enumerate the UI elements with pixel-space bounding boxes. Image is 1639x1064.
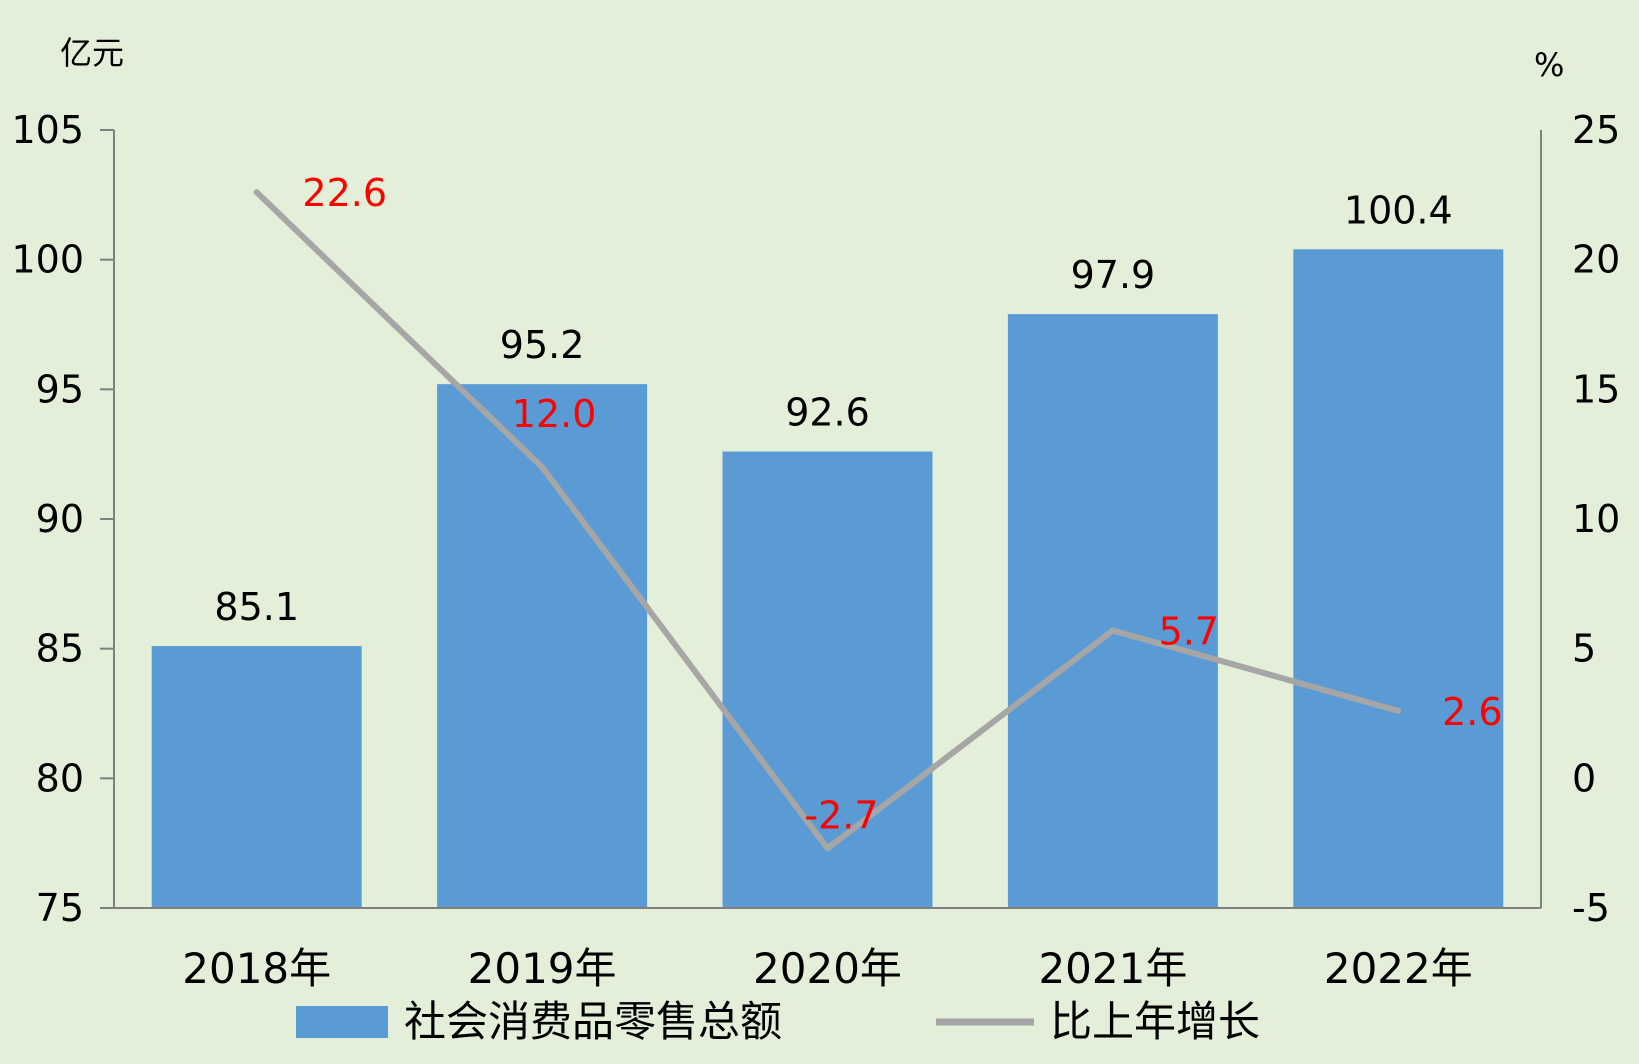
left-axis-ticks: 105 100 95 90 85 80 75 <box>11 108 114 930</box>
growth-point <box>1109 627 1116 634</box>
left-tick-label: 75 <box>36 886 84 930</box>
line-value-label: 2.6 <box>1442 690 1502 734</box>
left-tick-label: 95 <box>36 367 84 411</box>
line-value-label: 5.7 <box>1159 610 1219 654</box>
growth-line-group <box>253 189 1402 852</box>
growth-point <box>253 189 260 196</box>
left-tick-label: 105 <box>11 108 84 152</box>
legend: 社会消费品零售总额 比上年增长 <box>296 997 1260 1046</box>
right-tick-label: 20 <box>1572 238 1620 282</box>
category-label: 2019年 <box>468 944 617 993</box>
left-axis-unit: 亿元 <box>60 34 124 72</box>
legend-bar-swatch <box>296 1006 388 1038</box>
bar-2021年 <box>1007 314 1218 908</box>
bar-2020年 <box>722 451 933 908</box>
bar-value-label: 95.2 <box>500 323 585 367</box>
legend-line-label: 比上年增长 <box>1050 997 1260 1046</box>
bar-2018年 <box>151 646 362 908</box>
right-tick-label: 15 <box>1572 367 1620 411</box>
right-tick-label: 0 <box>1572 756 1596 800</box>
right-axis-ticks: 25 20 15 10 5 0 -5 <box>1572 108 1620 930</box>
category-label: 2018年 <box>182 944 331 993</box>
left-tick-label: 80 <box>36 756 84 800</box>
bar-value-label: 97.9 <box>1071 253 1156 297</box>
category-label: 2020年 <box>753 944 902 993</box>
right-tick-label: 5 <box>1572 627 1596 671</box>
line-value-label: 12.0 <box>512 392 597 436</box>
line-value-labels: 22.6 12.0 -2.7 5.7 2.6 <box>302 171 1502 837</box>
line-value-label: 22.6 <box>302 171 387 215</box>
legend-bar-label: 社会消费品零售总额 <box>404 997 782 1046</box>
bar-value-label: 92.6 <box>785 391 870 435</box>
right-tick-label: -5 <box>1572 886 1610 930</box>
bar-value-label: 85.1 <box>214 585 299 629</box>
bar-value-label: 100.4 <box>1344 188 1453 232</box>
growth-point <box>539 464 546 471</box>
left-tick-label: 85 <box>36 627 84 671</box>
left-tick-label: 100 <box>11 238 84 282</box>
bar-value-labels: 85.1 95.2 92.6 97.9 100.4 <box>214 188 1452 629</box>
right-tick-label: 10 <box>1572 497 1620 541</box>
category-labels: 2018年 2019年 2020年 2021年 2022年 <box>182 944 1472 993</box>
line-value-label: -2.7 <box>804 793 878 837</box>
category-label: 2021年 <box>1038 944 1187 993</box>
category-label: 2022年 <box>1324 944 1473 993</box>
growth-point <box>1395 707 1402 714</box>
left-tick-label: 90 <box>36 497 84 541</box>
right-tick-label: 25 <box>1572 108 1620 152</box>
growth-point <box>824 845 831 852</box>
right-axis-unit: % <box>1534 46 1564 84</box>
bar-2019年 <box>437 384 648 908</box>
bar-2022年 <box>1293 249 1504 908</box>
bars-group <box>151 249 1504 908</box>
